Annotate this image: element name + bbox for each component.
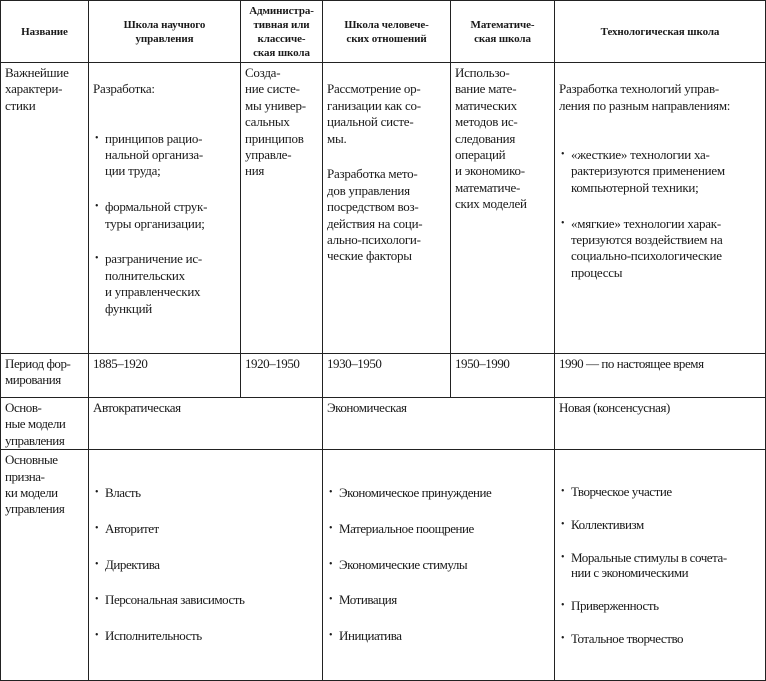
- cell-model: Экономическая: [322, 396, 555, 451]
- row-label: Основные призна- ки модели управления: [0, 449, 89, 681]
- list-item: «мягкие» технологии харак- теризуются во…: [559, 216, 762, 282]
- cell-intro: Разработка технологий управ- ления по ра…: [559, 81, 731, 113]
- header-scientific-school: Школа научного управления: [88, 0, 241, 63]
- cell-period: 1950–1990: [450, 352, 555, 398]
- cell-period: 1930–1950: [322, 352, 451, 398]
- header-name: Название: [0, 0, 89, 63]
- header-technological-school: Технологическая школа: [554, 0, 766, 63]
- cell-intro: Разработка:: [93, 81, 155, 97]
- list-item: Исполнительность: [93, 628, 319, 645]
- cell-scientific: Разработка: принципов рацио- нальной орг…: [88, 62, 241, 354]
- table-row-period: Период фор- мирования 1885–1920 1920–195…: [0, 352, 766, 398]
- list-item: Экономическое принуждение: [327, 485, 551, 502]
- list-item: Материальное поощрение: [327, 521, 551, 538]
- row-label: Основ- ные модели управления: [0, 396, 89, 451]
- list-item: Экономические стимулы: [327, 557, 551, 574]
- list-item: Персональная зависимость: [93, 592, 319, 609]
- list-item: принципов рацио- нальной организа- ции т…: [93, 131, 237, 180]
- list-item: Мотивация: [327, 592, 551, 609]
- cell-features-economic: Экономическое принуждение Материальное п…: [322, 449, 555, 681]
- cell-human-relations: Рассмотрение ор- ганизации как со- циаль…: [322, 62, 451, 354]
- list-item: Авторитет: [93, 521, 319, 538]
- list-item: Моральные стимулы в сочета- нии с эконом…: [559, 550, 762, 580]
- list-item: Директива: [93, 557, 319, 574]
- cell-administrative: Созда- ние систе- мы универ- сальных при…: [240, 62, 323, 354]
- table-row-features: Основные призна- ки модели управления Вл…: [0, 449, 766, 681]
- cell-model: Новая (консенсусная): [554, 396, 766, 451]
- cell-period: 1885–1920: [88, 352, 241, 398]
- list-item: Инициатива: [327, 628, 551, 645]
- header-mathematical-school: Математиче- ская школа: [450, 0, 555, 63]
- cell-features-autocratic: Власть Авторитет Директива Персональная …: [88, 449, 323, 681]
- cell-technological: Разработка технологий управ- ления по ра…: [554, 62, 766, 354]
- header-row: Название Школа научного управления Админ…: [0, 0, 766, 63]
- row-label: Период фор- мирования: [0, 352, 89, 398]
- table-row-models: Основ- ные модели управления Автократиче…: [0, 396, 766, 451]
- cell-features-new: Творческое участие Коллективизм Моральны…: [554, 449, 766, 681]
- row-label: Важнейшие характери- стики: [0, 62, 89, 354]
- header-administrative-school: Администра- тивная или классиче- ская шк…: [240, 0, 323, 63]
- paragraph: Разработка мето- дов управления посредст…: [327, 166, 423, 264]
- list-item: Приверженность: [559, 598, 762, 613]
- cell-period: 1990 — по настоящее время: [554, 352, 766, 398]
- paragraph: Рассмотрение ор- ганизации как со- циаль…: [327, 81, 421, 146]
- cell-mathematical: Использо- вание мате- матических методов…: [450, 62, 555, 354]
- list-item: формальной струк- туры организации;: [93, 199, 237, 232]
- list-item: Тотальное творчество: [559, 631, 762, 646]
- header-human-relations-school: Школа человече- ских отношений: [322, 0, 451, 63]
- list-item: Коллективизм: [559, 517, 762, 532]
- cell-model: Автократическая: [88, 396, 323, 451]
- cell-period: 1920–1950: [240, 352, 323, 398]
- list-item: разграничение ис- полнительских и управл…: [93, 251, 237, 317]
- list-item: Творческое участие: [559, 484, 762, 499]
- table-row-characteristics: Важнейшие характери- стики Разработка: п…: [0, 62, 766, 354]
- list-item: «жесткие» технологии ха- рактеризуются п…: [559, 147, 762, 196]
- list-item: Власть: [93, 485, 319, 502]
